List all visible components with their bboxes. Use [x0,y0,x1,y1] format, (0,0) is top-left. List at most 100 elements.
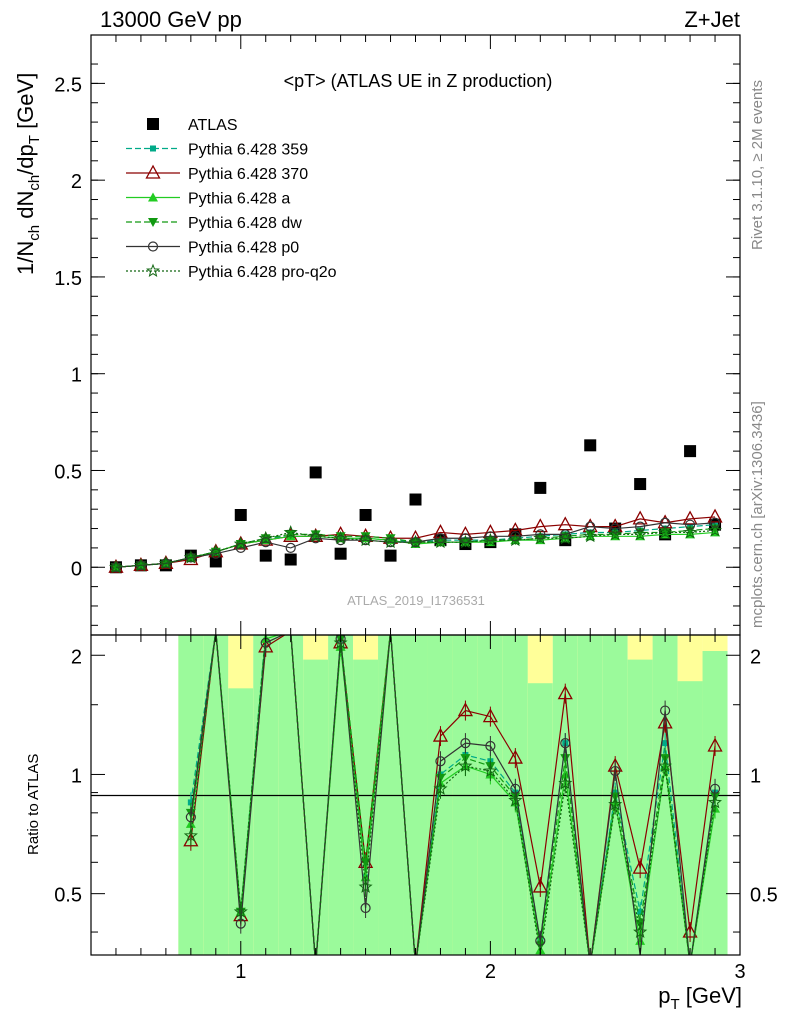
legend-marker-4 [148,218,158,227]
data-point-6-16 [508,532,523,547]
ratio-point-5-11 [458,758,473,773]
watermark: ATLAS_2019_I1736531 [347,593,485,608]
ratio-point-5-17 [608,797,623,811]
data-point-5-15 [485,531,496,542]
ratio-point-5-6 [333,635,348,649]
ratio-point-4-11 [460,738,471,749]
legend: ATLAS Pythia 6.428 359 Pythia 6.428 370 Pyt… [126,117,337,281]
data-point-5-24 [709,517,721,528]
axis-ticks: 0 0.5 1 1.5 2 2.5 1 2 3 0.5 0.5 1 1 2 2 [54,35,778,983]
data-point-4-11 [385,534,396,544]
data-point-5-16 [510,531,521,542]
data-point-5-18 [560,529,571,540]
ratio-point-5-19 [658,758,673,772]
ratio-point-1-15 [557,685,573,700]
legend-label-5: Pythia 6.428 p0 [188,240,299,257]
ratio-y-axis-label: Ratio to ATLAS [25,754,42,855]
data-point-2-21 [632,510,648,525]
ratio-point-1-10 [432,727,449,742]
header-left: 13000 GeV pp [100,7,242,32]
data-point-0-10 [359,509,372,521]
main-y-axis-label: 1/Nch dNch/dpT [GeV] [13,73,43,275]
data-point-0-23 [684,445,697,458]
ratio-point-4-14 [535,935,546,946]
data-point-4-9 [335,532,346,542]
header-right: Z+Jet [684,7,740,32]
ratio-point-5-0 [183,828,198,842]
data-point-0-6 [259,549,272,562]
ratio-point-1-11 [457,702,474,717]
legend-label-4: Pythia 6.428 dw [188,215,302,232]
data-point-6-24 [707,523,722,537]
ratio-point-5-7 [358,879,373,893]
data-point-6-23 [683,525,698,539]
data-point-6-10 [358,532,373,547]
data-point-4-8 [310,530,321,540]
data-point-6-19 [583,528,598,543]
data-point-0-17 [534,481,547,494]
legend-label-1: Pythia 6.428 359 [188,142,308,159]
ratio-point-1-12 [482,708,498,723]
legend-marker-5 [147,241,159,252]
ratio-point-1-19 [657,714,673,729]
ratio-y-tick-label-right: 2 [750,646,761,668]
ratio-point-4-19 [660,705,671,716]
legend-label-6: Pythia 6.428 pro-q2o [188,264,337,281]
ratio-point-0-19 [662,740,669,747]
main-y-tick-label: 0.5 [54,461,82,483]
main-y-tick-label: 0 [71,558,82,580]
data-point-6-14 [458,534,473,549]
ratio-point-5-21 [707,795,722,809]
main-y-tick-label: 1 [71,365,82,387]
data-point-6-20 [608,527,623,541]
ratio-point-5-2 [233,904,248,918]
ratio-point-1-18 [632,859,648,874]
data-point-0-11 [384,549,397,562]
data-point-6-18 [558,530,573,545]
main-y-tick-label: 2.5 [54,74,82,96]
data-point-0-12 [409,493,422,506]
data-point-6-15 [483,532,498,547]
ratio-point-4-10 [435,756,446,767]
ratio-line-4 [190,635,716,955]
data-point-6-0 [109,559,124,574]
ratio-point-5-10 [433,781,448,795]
x-axis-label: pT [GeV] [658,983,742,1013]
data-point-2-18 [557,516,573,531]
data-point-0-21 [634,478,647,491]
ratio-point-3-10 [435,773,446,783]
legend-marker-6 [146,263,160,278]
data-point-0-8 [309,466,322,479]
band-green [303,659,329,955]
data-point-6-2 [158,556,173,570]
ratio-point-5-18 [633,924,648,939]
ratio-y-tick-label-right: 0.5 [750,885,778,907]
data-point-0-7 [284,553,297,566]
data-point-6-11 [383,534,398,549]
data-point-6-5 [233,536,248,551]
ratio-series-group [183,635,723,955]
data-point-6-7 [283,525,298,539]
ratio-y-tick-label: 1 [71,765,82,787]
legend-marker-0 [147,118,159,130]
data-point-0-19 [584,439,597,452]
plot-title: <pT> (ATLAS UE in Z production) [284,71,553,91]
data-point-5-9 [335,535,346,546]
data-point-5-3 [185,552,196,563]
data-point-5-6 [260,536,271,548]
legend-marker-2 [145,164,161,179]
ratio-point-1-13 [507,749,523,764]
x-tick-label: 3 [734,961,745,983]
data-point-6-3 [183,550,198,564]
legend-label-0: ATLAS [188,117,238,134]
ratio-point-4-17 [610,765,621,777]
data-point-5-23 [684,519,696,530]
data-point-5-4 [210,548,221,559]
data-point-5-11 [385,536,396,548]
ratio-point-1-14 [532,878,548,893]
rivet-label: Rivet 3.1.10, ≥ 2M events [749,80,766,250]
data-point-5-14 [460,533,471,544]
data-point-0-9 [334,547,347,560]
data-point-0-5 [234,509,247,521]
ratio-point-5-15 [558,775,573,790]
